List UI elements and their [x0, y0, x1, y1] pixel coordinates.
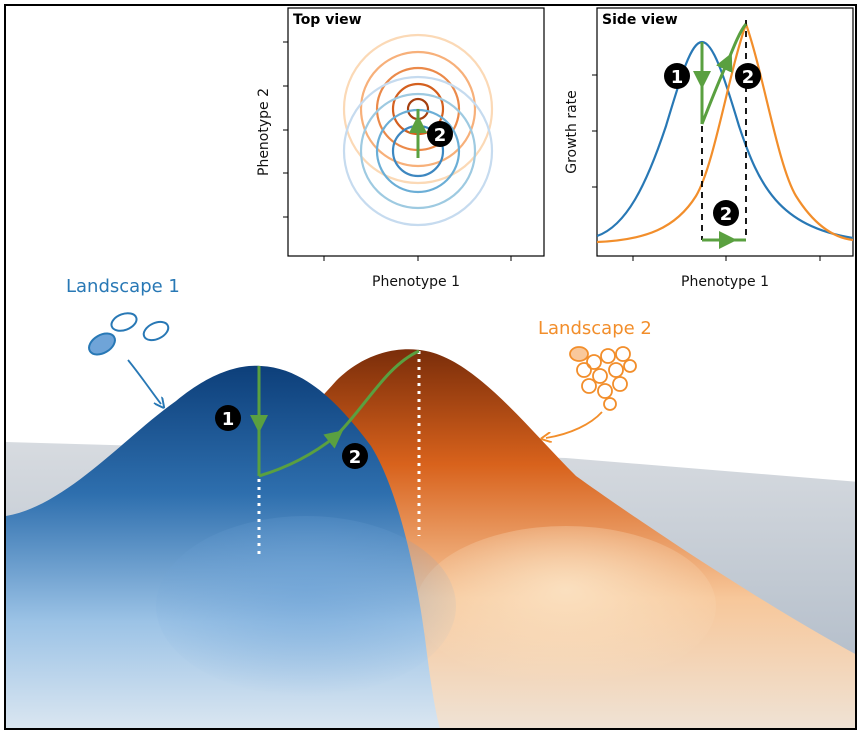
top-view-title: Top view: [293, 12, 362, 28]
side-view-shift-marker: 2: [713, 200, 739, 226]
side-view-xlabel: Phenotype 1: [681, 274, 769, 290]
landscape-step-2-arrow: [258, 430, 344, 478]
top-view-contours: [342, 33, 494, 227]
figure-canvas: 1 2 Landscape 1 Landscape 2: [6, 7, 855, 728]
top-view-ylabel: Phenotype 2: [256, 88, 272, 176]
side-view-step-2-tail: [726, 23, 748, 62]
side-view-title: Side view: [602, 12, 678, 28]
side-view-step-1-marker: 1: [664, 63, 690, 89]
landscape-2-annotation: Landscape 2: [538, 318, 652, 438]
figure-frame: 1 2 Landscape 1 Landscape 2: [4, 4, 857, 730]
top-view-ticks: [283, 41, 512, 261]
landscape-step-1-marker: 1: [215, 405, 241, 431]
landscape-1-glow: [156, 516, 456, 696]
side-view-shift-label: 2: [720, 204, 733, 225]
top-view-panel: 2 Top view Phenotype 1 Phenotype 2: [256, 7, 545, 290]
landscape-1-pointer-arrow: [127, 359, 161, 404]
side-view-step-2-marker: 2: [735, 63, 761, 89]
top-view-step-label: 2: [434, 125, 447, 146]
landscape-1-cells-icon: [88, 312, 170, 356]
landscape-3d: 1 2: [6, 349, 855, 728]
landscape-2-label: Landscape 2: [538, 318, 652, 339]
landscape-2-glow: [416, 526, 716, 686]
landscape-step-2-marker: 2: [342, 443, 368, 469]
top-view-xlabel: Phenotype 1: [372, 274, 460, 290]
side-view-ticks: [592, 74, 821, 261]
side-view-panel: 1 2 2 Side view Phenotype 1 Growth rate: [564, 7, 854, 290]
landscape-step-2-label: 2: [349, 447, 362, 468]
landscape-2-pointer-arrow: [546, 411, 603, 438]
top-view-step-marker: 2: [427, 121, 453, 147]
landscape-step-2-line: [334, 349, 420, 438]
top-view-frame: [287, 7, 545, 257]
landscape-step-1-label: 1: [222, 409, 235, 430]
side-view-ylabel: Growth rate: [564, 90, 580, 174]
side-view-step-2-label: 2: [742, 67, 755, 88]
landscape-2-cells-icon: [569, 346, 637, 411]
landscape-1-label: Landscape 1: [66, 276, 180, 297]
side-view-step-2-line: [700, 52, 733, 125]
side-view-step-1-label: 1: [671, 67, 684, 88]
landscape-1-annotation: Landscape 1: [66, 276, 180, 404]
